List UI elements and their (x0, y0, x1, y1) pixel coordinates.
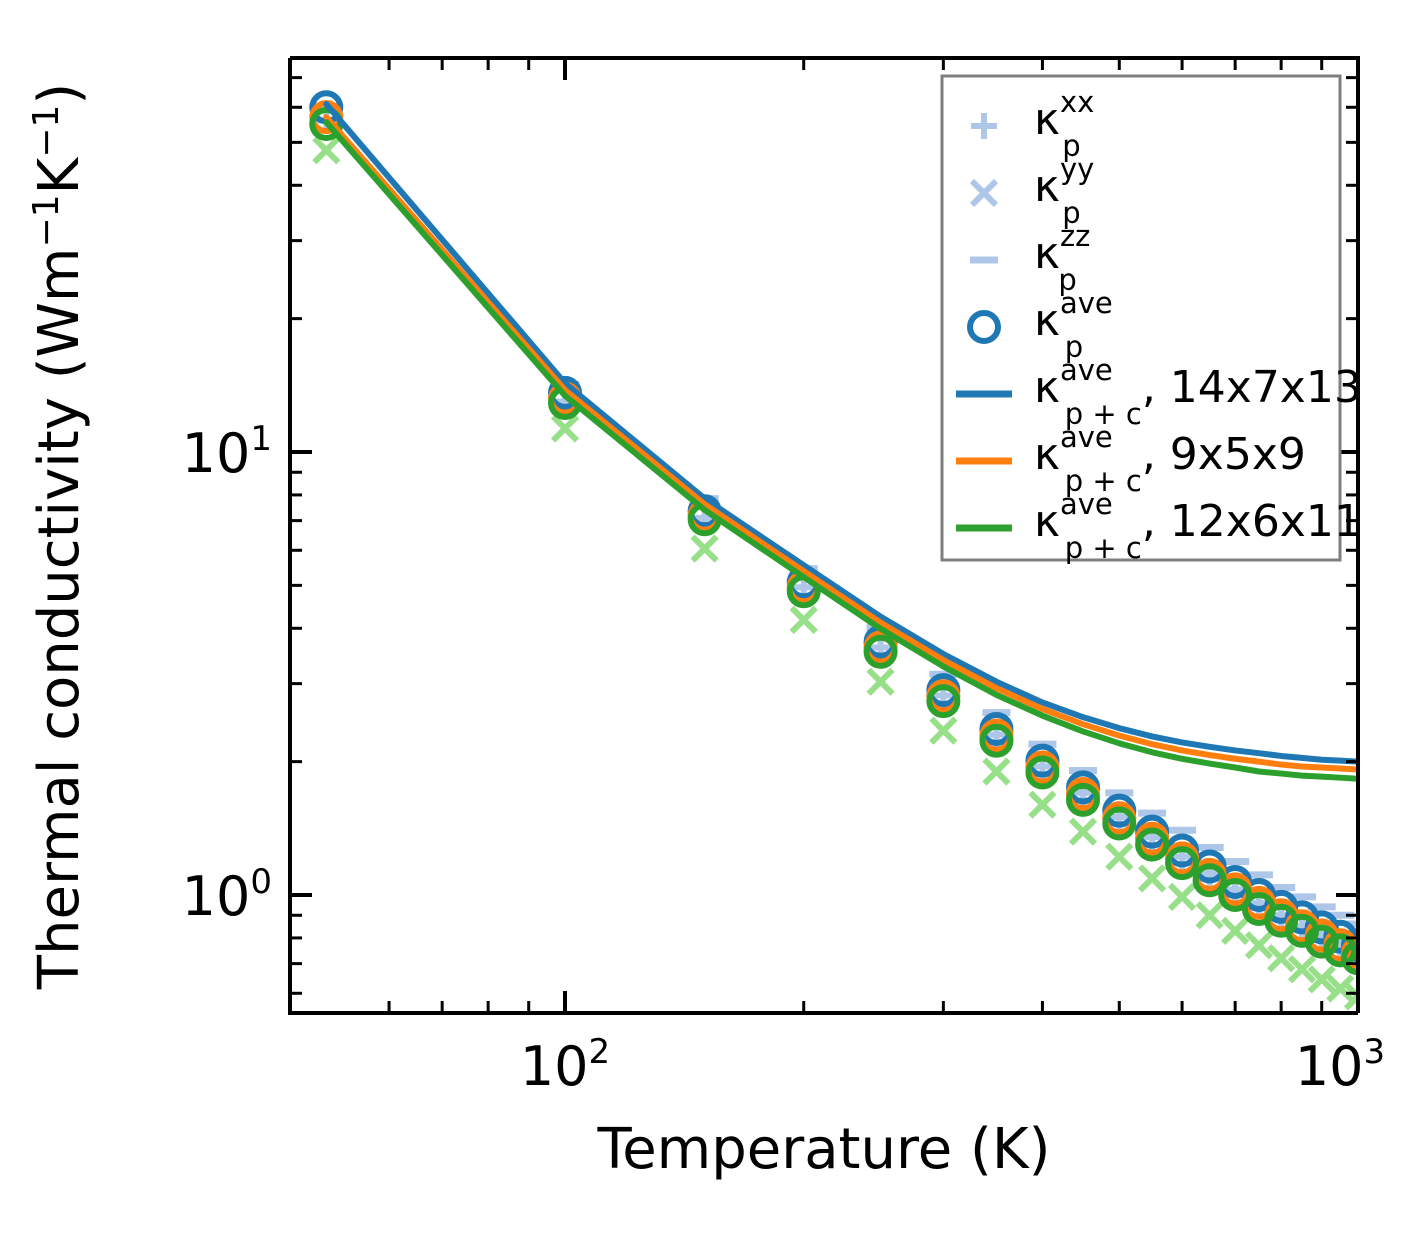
ytick-label-10: 101 (182, 419, 272, 485)
data-point-x (1287, 955, 1317, 984)
data-point-x (789, 605, 818, 634)
data-point-circle (863, 634, 898, 669)
series-markers (312, 136, 1358, 1011)
data-point-circle (1192, 863, 1227, 898)
data-point-circle (1102, 806, 1137, 841)
data-point-plus (971, 113, 997, 139)
xtick-label-1000: 103 (1295, 1032, 1385, 1098)
legend-label: κave p + c, 14x7x13 (1034, 353, 1362, 431)
y-axis-title: Thermal conductivity (Wm−1K−1) (26, 83, 92, 990)
legend-label: κxx p (1034, 85, 1094, 163)
series-layer (309, 90, 1358, 1011)
series-line (323, 114, 1358, 773)
data-point-circle (967, 310, 1001, 344)
axis-spines (288, 58, 1358, 1015)
data-point-circle (1304, 924, 1339, 959)
data-point-x (1267, 944, 1296, 973)
data-point-x (312, 136, 341, 165)
xtick-label-100: 102 (520, 1032, 610, 1098)
data-point-x (1195, 901, 1224, 930)
data-point-x (1307, 965, 1336, 994)
data-point-x (1028, 790, 1057, 819)
data-point-circle (1218, 878, 1253, 912)
tick-layer (290, 58, 1360, 1013)
legend-label: κave p + c, 9x5x9 (1034, 420, 1306, 498)
data-point-x (982, 757, 1011, 786)
series-line (323, 119, 1358, 782)
ytick-label-1: 100 (182, 862, 272, 928)
legend-label: κave p + c, 12x6x11 (1034, 487, 1362, 565)
data-point-circle (1065, 782, 1100, 817)
data-point-circle (1341, 941, 1358, 976)
data-point-x (1167, 882, 1197, 912)
data-point-x (866, 667, 895, 696)
data-point-circle (1323, 933, 1358, 968)
data-point-circle (926, 684, 961, 719)
data-point-x (1137, 864, 1167, 893)
legend-label: κyy p (1034, 152, 1094, 230)
legend-label: κave p (1034, 286, 1113, 364)
data-point-x (1343, 982, 1358, 1011)
data-point-circle (1165, 846, 1200, 881)
data-point-x (690, 534, 719, 563)
data-point-circle (979, 723, 1014, 758)
data-point-x (1105, 842, 1134, 871)
data-point-x (1244, 931, 1274, 960)
series-line (323, 101, 1358, 765)
data-point-x (1068, 817, 1098, 846)
data-point-circle (1025, 755, 1060, 790)
x-axis-title: Temperature (K) (597, 1117, 1051, 1182)
data-point-x (550, 414, 580, 443)
data-point-x (929, 716, 958, 745)
legend-box (940, 74, 1342, 562)
data-point-x (1221, 916, 1250, 945)
data-point-x (1326, 974, 1355, 1003)
legend-label: κzz p (1034, 219, 1090, 297)
data-point-x (969, 178, 999, 208)
data-point-circle (1135, 827, 1170, 862)
